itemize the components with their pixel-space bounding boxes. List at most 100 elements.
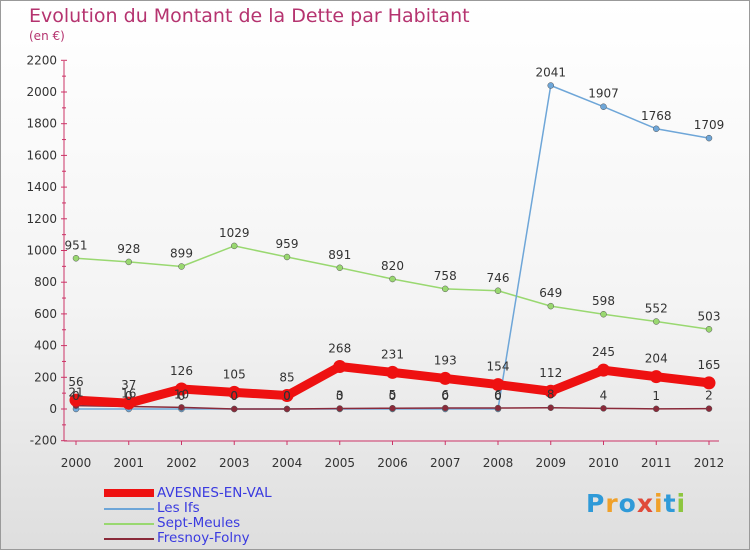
- data-label: 1768: [641, 109, 672, 123]
- x-tick-label: 2001: [113, 456, 144, 470]
- data-label: 0: [125, 389, 133, 403]
- data-point: [649, 370, 663, 384]
- data-label: 245: [592, 345, 615, 359]
- data-point: [547, 82, 554, 89]
- data-label: 56: [68, 375, 83, 389]
- x-tick-label: 2008: [483, 456, 514, 470]
- y-tick-label: 2000: [26, 85, 57, 99]
- data-label: 105: [223, 367, 246, 381]
- x-tick-label: 2009: [535, 456, 566, 470]
- data-label: 5: [389, 388, 397, 402]
- y-tick-label: 1600: [26, 148, 57, 162]
- legend-swatch: [104, 523, 154, 525]
- x-tick-label: 2010: [588, 456, 619, 470]
- data-point: [653, 125, 660, 133]
- brand-letter: P: [586, 489, 606, 518]
- data-point: [494, 404, 502, 412]
- data-point: [231, 242, 238, 250]
- data-label: 951: [65, 238, 88, 252]
- data-label: 598: [592, 294, 615, 308]
- x-tick-label: 2006: [377, 456, 408, 470]
- data-label: 112: [539, 366, 562, 380]
- y-tick-label: 600: [34, 307, 57, 321]
- data-point: [547, 302, 554, 310]
- x-tick-label: 2003: [219, 456, 250, 470]
- chart-unit: (en €): [29, 29, 65, 43]
- data-label: 165: [698, 358, 721, 372]
- chart-title: Evolution du Montant de la Dette par Hab…: [29, 5, 470, 27]
- data-label: 6: [441, 388, 449, 402]
- x-tick-label: 2011: [641, 456, 672, 470]
- data-label: 21: [68, 386, 83, 400]
- x-tick-label: 2002: [166, 456, 197, 470]
- data-point: [653, 405, 660, 413]
- data-point: [389, 275, 396, 283]
- data-point: [69, 393, 83, 407]
- data-label: 649: [539, 286, 562, 300]
- legend-swatch: [104, 538, 154, 540]
- data-label: 0: [494, 389, 502, 403]
- legend-swatch: [104, 508, 154, 510]
- y-tick-label: 400: [34, 339, 57, 353]
- x-tick-label: 2012: [694, 456, 725, 470]
- x-tick-label: 2004: [272, 456, 303, 470]
- data-point: [227, 385, 241, 399]
- data-point: [600, 310, 607, 318]
- data-label: 0: [230, 389, 238, 403]
- x-tick-label: 2007: [430, 456, 461, 470]
- data-point: [705, 405, 713, 412]
- data-label: 193: [434, 353, 457, 367]
- legend-swatch: [104, 489, 154, 497]
- y-tick-label: 2200: [26, 53, 57, 67]
- data-point: [280, 389, 294, 403]
- data-label: 959: [276, 237, 299, 251]
- data-label: 268: [328, 342, 351, 356]
- data-point: [442, 404, 449, 412]
- legend-label: Sept-Meules: [157, 515, 241, 531]
- data-label: 928: [117, 242, 140, 256]
- data-label: 1: [652, 389, 660, 403]
- data-label: 2: [705, 389, 713, 403]
- data-point: [600, 405, 607, 412]
- data-point: [547, 404, 554, 411]
- data-point: [544, 384, 558, 398]
- data-label: 891: [328, 248, 351, 262]
- data-point: [283, 405, 291, 413]
- data-point: [175, 382, 188, 396]
- data-label: 746: [487, 271, 510, 285]
- data-label: 3: [336, 389, 344, 403]
- data-label: 6: [494, 388, 502, 402]
- brand-letter: i: [676, 489, 687, 518]
- data-label: 0: [389, 389, 397, 403]
- data-point: [494, 287, 502, 295]
- x-tick-label: 2005: [324, 456, 355, 470]
- data-point: [178, 263, 185, 270]
- data-label: 503: [698, 309, 721, 323]
- data-label: 0: [441, 389, 449, 403]
- data-point: [491, 378, 505, 392]
- data-label: 0: [283, 389, 291, 403]
- data-point: [702, 376, 716, 390]
- data-point: [125, 258, 132, 266]
- data-point: [333, 360, 347, 374]
- data-label: 126: [170, 364, 193, 378]
- data-label: 154: [487, 360, 510, 374]
- data-label: 2041: [535, 66, 566, 80]
- data-point: [600, 103, 607, 110]
- data-point: [336, 264, 343, 272]
- x-tick-label: 2000: [61, 456, 92, 470]
- data-label: 85: [279, 371, 294, 385]
- data-point: [597, 363, 610, 377]
- data-label: 16: [121, 386, 136, 400]
- brand-logo: Proxiti: [586, 489, 686, 518]
- data-point: [122, 396, 136, 410]
- data-label: 758: [434, 269, 457, 283]
- y-tick-label: -200: [30, 434, 57, 448]
- data-label: 8: [547, 388, 555, 402]
- data-point: [705, 326, 713, 333]
- data-label: 0: [72, 389, 80, 403]
- brand-letter: r: [605, 489, 619, 518]
